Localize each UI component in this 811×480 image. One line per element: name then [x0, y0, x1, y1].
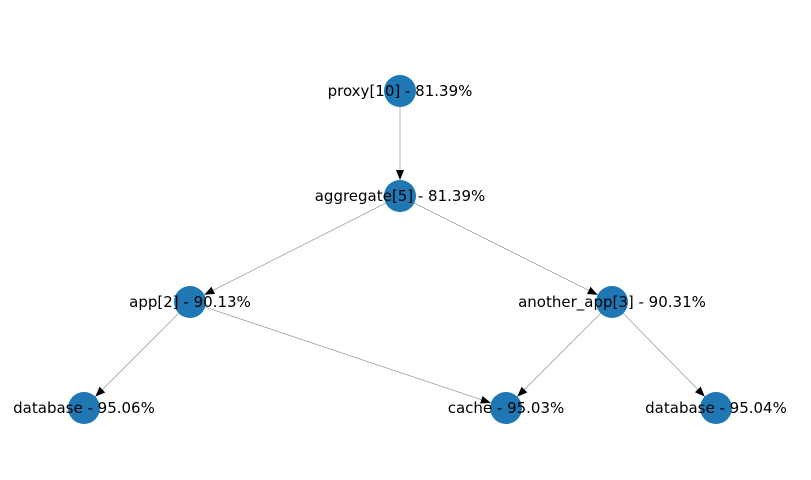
edge-another_app-to-database_2: [611, 301, 706, 397]
node-label-cache: cache - 95.03%: [448, 399, 565, 417]
node-database_1: [68, 392, 100, 424]
arrowhead-proxy-to-aggregate: [396, 170, 404, 180]
arrowhead-aggregate-to-another_app: [586, 286, 598, 295]
node-label-database_2: database - 95.04%: [645, 399, 787, 417]
arrowhead-another_app-to-database_2: [694, 386, 705, 397]
node-app: [174, 286, 206, 318]
node-database_2: [700, 392, 732, 424]
arrowhead-another_app-to-cache: [517, 386, 528, 397]
node-cache: [490, 392, 522, 424]
edges-layer: [95, 91, 706, 404]
node-aggregate: [384, 180, 416, 212]
edge-app-to-database_1: [95, 301, 191, 397]
edge-another_app-to-cache: [517, 301, 613, 397]
node-label-database_1: database - 95.06%: [13, 399, 155, 417]
node-another_app: [596, 286, 628, 318]
labels-layer: proxy[10] - 81.39% aggregate[5] - 81.39% a…: [13, 82, 787, 417]
node-label-another_app: another_app[3] - 90.31%: [518, 293, 706, 312]
arrowhead-app-to-database_1: [95, 386, 106, 397]
node-label-proxy: proxy[10] - 81.39%: [328, 82, 473, 100]
edge-app-to-cache: [189, 301, 491, 404]
node-label-aggregate: aggregate[5] - 81.39%: [315, 187, 486, 205]
node-proxy: [384, 75, 416, 107]
arrowhead-app-to-cache: [480, 395, 491, 404]
nodes-layer: [68, 75, 732, 424]
edge-aggregate-to-app: [204, 195, 401, 296]
edge-aggregate-to-another_app: [399, 195, 598, 296]
arrowhead-aggregate-to-app: [204, 286, 216, 295]
node-label-app: app[2] - 90.13%: [129, 293, 251, 311]
